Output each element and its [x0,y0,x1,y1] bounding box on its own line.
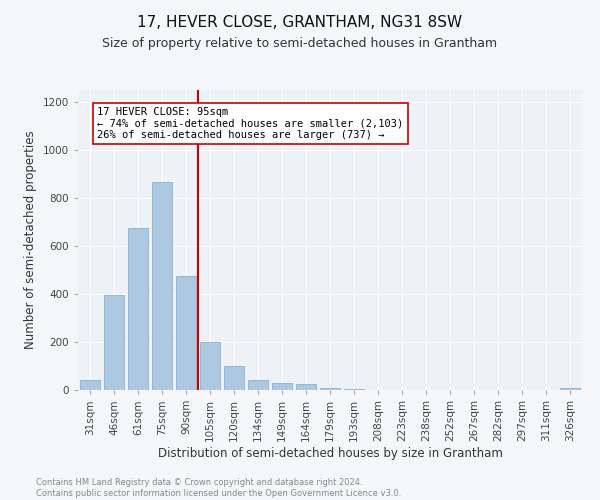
Bar [320,388,340,390]
Y-axis label: Number of semi-detached properties: Number of semi-detached properties [24,130,37,350]
Text: Contains HM Land Registry data © Crown copyright and database right 2024.
Contai: Contains HM Land Registry data © Crown c… [36,478,401,498]
X-axis label: Distribution of semi-detached houses by size in Grantham: Distribution of semi-detached houses by … [158,446,502,460]
Bar [104,295,124,390]
Bar [152,182,172,390]
Bar [176,276,196,390]
Bar [296,384,316,390]
Text: 17 HEVER CLOSE: 95sqm
← 74% of semi-detached houses are smaller (2,103)
26% of s: 17 HEVER CLOSE: 95sqm ← 74% of semi-deta… [97,107,403,140]
Bar [272,384,292,390]
Bar [224,366,244,390]
Bar [560,388,580,390]
Bar [248,380,268,390]
Bar [200,342,220,390]
Bar [128,228,148,390]
Text: 17, HEVER CLOSE, GRANTHAM, NG31 8SW: 17, HEVER CLOSE, GRANTHAM, NG31 8SW [137,15,463,30]
Bar [80,380,100,390]
Text: Size of property relative to semi-detached houses in Grantham: Size of property relative to semi-detach… [103,38,497,51]
Bar [344,389,364,390]
